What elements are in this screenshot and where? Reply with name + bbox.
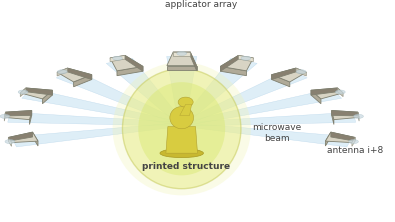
- Polygon shape: [272, 68, 306, 82]
- Polygon shape: [30, 111, 32, 125]
- Polygon shape: [190, 52, 197, 70]
- Polygon shape: [8, 132, 38, 143]
- Polygon shape: [179, 58, 257, 125]
- Ellipse shape: [296, 70, 306, 74]
- Polygon shape: [26, 88, 53, 95]
- Polygon shape: [181, 112, 356, 126]
- Polygon shape: [57, 68, 92, 82]
- Polygon shape: [239, 55, 253, 62]
- Polygon shape: [311, 88, 343, 99]
- Polygon shape: [8, 112, 182, 126]
- Text: antenna i+8: antenna i+8: [327, 147, 383, 155]
- Ellipse shape: [335, 90, 345, 94]
- Ellipse shape: [0, 114, 10, 118]
- Polygon shape: [20, 88, 53, 99]
- Polygon shape: [22, 89, 183, 126]
- Polygon shape: [167, 56, 197, 124]
- Polygon shape: [358, 112, 359, 121]
- Polygon shape: [110, 55, 143, 71]
- Ellipse shape: [113, 56, 122, 60]
- Text: microwave
beam: microwave beam: [252, 123, 301, 143]
- Polygon shape: [125, 55, 143, 71]
- Text: applicator array: applicator array: [166, 0, 237, 9]
- Ellipse shape: [113, 62, 251, 195]
- Polygon shape: [325, 132, 331, 146]
- Polygon shape: [181, 123, 352, 147]
- Polygon shape: [272, 68, 296, 79]
- Polygon shape: [220, 55, 253, 71]
- Ellipse shape: [354, 114, 363, 118]
- Polygon shape: [332, 111, 359, 120]
- Polygon shape: [352, 137, 355, 146]
- Polygon shape: [167, 66, 197, 70]
- Polygon shape: [56, 70, 184, 126]
- Polygon shape: [220, 55, 239, 71]
- Polygon shape: [311, 90, 321, 104]
- Polygon shape: [42, 90, 53, 104]
- Polygon shape: [11, 123, 182, 147]
- Polygon shape: [296, 68, 306, 76]
- Ellipse shape: [170, 107, 194, 129]
- Polygon shape: [332, 111, 358, 116]
- Polygon shape: [166, 127, 198, 153]
- Ellipse shape: [241, 56, 251, 60]
- Ellipse shape: [348, 140, 358, 144]
- Polygon shape: [173, 52, 190, 56]
- Polygon shape: [6, 111, 32, 116]
- Polygon shape: [167, 52, 197, 66]
- Polygon shape: [117, 66, 143, 76]
- Ellipse shape: [5, 140, 15, 144]
- Polygon shape: [311, 88, 337, 95]
- Polygon shape: [32, 132, 38, 146]
- Ellipse shape: [18, 90, 28, 94]
- Polygon shape: [20, 88, 26, 97]
- Polygon shape: [272, 75, 290, 87]
- Text: printed structure: printed structure: [141, 162, 230, 171]
- Polygon shape: [181, 89, 342, 126]
- Ellipse shape: [177, 52, 187, 56]
- Ellipse shape: [57, 70, 67, 74]
- Polygon shape: [180, 70, 307, 126]
- Polygon shape: [4, 112, 6, 121]
- Polygon shape: [332, 111, 334, 125]
- Ellipse shape: [138, 82, 225, 175]
- Polygon shape: [73, 75, 92, 87]
- Polygon shape: [8, 137, 11, 146]
- Polygon shape: [4, 111, 32, 120]
- Polygon shape: [325, 132, 355, 143]
- Polygon shape: [8, 132, 32, 141]
- Ellipse shape: [160, 149, 203, 158]
- Ellipse shape: [122, 69, 241, 189]
- Polygon shape: [337, 88, 343, 97]
- Polygon shape: [106, 58, 184, 125]
- Polygon shape: [220, 66, 246, 76]
- Polygon shape: [331, 132, 355, 141]
- Polygon shape: [110, 55, 125, 62]
- Ellipse shape: [178, 97, 193, 107]
- Polygon shape: [180, 104, 192, 115]
- Polygon shape: [57, 68, 68, 76]
- Polygon shape: [68, 68, 92, 79]
